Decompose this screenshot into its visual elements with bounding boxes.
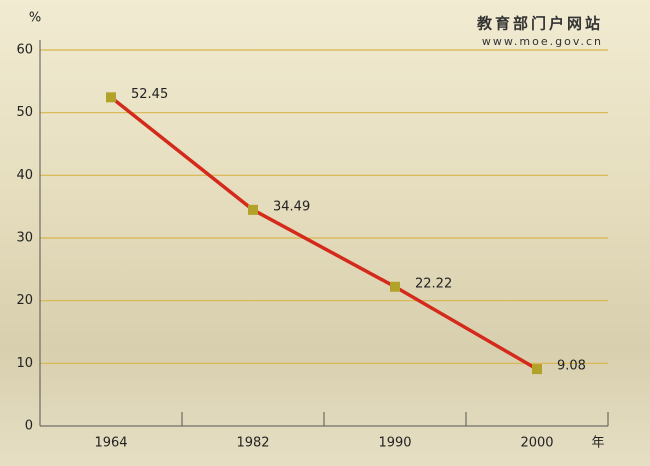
y-tick-label: 10: [16, 356, 33, 371]
data-label: 52.45: [131, 87, 168, 102]
data-label: 22.22: [415, 276, 452, 291]
y-tick-label: 20: [16, 293, 33, 308]
data-point: [390, 281, 400, 292]
series-line: [109, 95, 538, 371]
y-tick-label: 40: [16, 168, 33, 183]
x-tick-label: 1964: [94, 436, 127, 451]
x-tick-label: 1990: [378, 436, 411, 451]
y-tick-label: 30: [16, 231, 33, 246]
data-label: 9.08: [557, 359, 586, 374]
x-tick-label: 1982: [236, 436, 269, 451]
y-tick-label: 50: [16, 105, 33, 120]
watermark-title: 教育部门户网站: [476, 15, 603, 33]
y-axis-unit: %: [29, 11, 41, 26]
watermark-url: www.moe.gov.cn: [482, 35, 603, 48]
data-point: [532, 364, 542, 375]
data-point: [106, 92, 116, 103]
x-axis-unit: 年: [591, 436, 604, 451]
data-point: [248, 204, 258, 215]
data-label: 34.49: [273, 199, 310, 214]
y-tick-label: 60: [16, 43, 33, 58]
x-tick-label: 2000: [520, 436, 553, 451]
y-tick-label: 0: [25, 419, 33, 434]
